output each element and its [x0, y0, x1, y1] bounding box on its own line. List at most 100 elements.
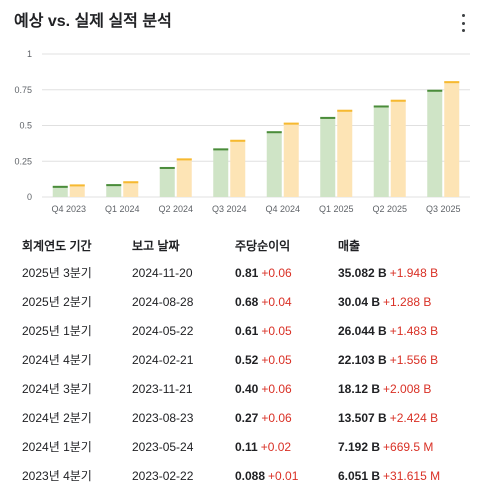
y-tick-label: 0.5	[19, 121, 32, 131]
table-row: 2024년 3분기 2023-11-21 0.40 +0.06 18.12 B +2.00…	[22, 374, 472, 403]
bar-estimate	[390, 99, 406, 197]
cell-period: 2024년 1분기	[22, 440, 92, 454]
cell-eps: 0.61 +0.05	[235, 324, 338, 338]
bar-actual	[266, 131, 282, 197]
card-header: 예상 vs. 실제 실적 분석	[14, 8, 477, 36]
y-tick-label: 0.75	[14, 85, 32, 95]
bar-actual	[320, 116, 336, 197]
cell-report-date: 2024-02-21	[132, 352, 194, 367]
table-row: 2025년 2분기 2024-08-28 0.68 +0.04 30.04 B +1.28…	[22, 287, 472, 316]
revenue-value: 6.051 B	[338, 468, 381, 483]
bar-actual-top	[320, 116, 336, 119]
x-tick-label: Q4 2024	[265, 204, 300, 214]
eps-value: 0.088	[235, 468, 266, 483]
table-row: 2024년 4분기 2024-02-21 0.52 +0.05 22.103 B +1.5…	[22, 345, 472, 374]
cell-revenue: 18.12 B +2.008 B	[338, 382, 472, 396]
x-tick-label: Q2 2024	[158, 204, 193, 214]
cell-period: 2025년 2분기	[22, 295, 92, 309]
cell-report-date: 2023-08-23	[132, 410, 194, 425]
eps-surprise: +0.06	[261, 410, 292, 425]
eps-surprise: +0.01	[268, 468, 299, 483]
eps-surprise: +0.02	[260, 439, 292, 454]
bar-estimate	[69, 184, 85, 197]
bar-estimate-top	[283, 122, 299, 125]
cell-revenue: 22.103 B +1.556 B	[338, 353, 472, 367]
x-tick-label: Q3 2025	[426, 204, 461, 214]
eps-value: 0.52	[235, 352, 259, 367]
header-period: 회계연도 기간	[22, 238, 92, 253]
y-tick-label: 1	[27, 49, 32, 59]
bar-estimate-top	[444, 81, 460, 84]
cell-period: 2023년 4분기	[22, 469, 92, 483]
revenue-value: 7.192 B	[338, 439, 381, 454]
x-tick-label: Q3 2024	[212, 204, 247, 214]
bar-actual	[159, 166, 175, 197]
bar-actual-top	[373, 105, 389, 108]
bar-actual-top	[266, 131, 282, 134]
bar-estimate-top	[390, 99, 406, 102]
cell-period: 2024년 3분기	[22, 382, 92, 396]
table-header-row: 회계연도 기간 보고 날짜 주당순이익 매출	[22, 232, 472, 258]
revenue-value: 35.082 B	[338, 265, 387, 280]
bar-actual	[213, 148, 229, 197]
cell-report-date: 2023-11-21	[132, 381, 193, 396]
bar-actual	[373, 105, 389, 197]
revenue-surprise: +2.424 B	[389, 410, 439, 425]
bar-estimate	[337, 109, 353, 197]
bar-estimate	[123, 181, 139, 197]
cell-revenue: 7.192 B +669.5 M	[338, 440, 472, 454]
cell-period: 2025년 1분기	[22, 324, 92, 338]
card-title: 예상 vs. 실제 실적 분석	[14, 13, 172, 30]
x-tick-label: Q2 2025	[372, 204, 407, 214]
eps-value: 0.68	[235, 294, 259, 309]
eps-surprise: +0.04	[261, 294, 292, 309]
earnings-table: 회계연도 기간 보고 날짜 주당순이익 매출 2025년 3분기 2024-11-…	[22, 232, 472, 490]
bar-actual-top	[213, 148, 229, 151]
cell-revenue: 6.051 B +31.615 M	[338, 469, 472, 483]
bar-actual	[106, 184, 122, 197]
cell-eps: 0.81 +0.06	[235, 266, 338, 280]
bar-estimate-top	[123, 181, 139, 184]
y-tick-label: 0.25	[14, 156, 32, 166]
bar-estimate	[444, 81, 460, 197]
bar-actual	[52, 185, 68, 197]
bar-actual-top	[106, 184, 122, 187]
eps-value: 0.27	[235, 410, 259, 425]
revenue-value: 22.103 B	[338, 352, 387, 367]
bar-estimate	[176, 158, 192, 197]
cell-period: 2024년 4분기	[22, 353, 92, 367]
revenue-value: 26.044 B	[338, 323, 387, 338]
eps-value: 0.11	[235, 439, 258, 454]
table-row: 2025년 3분기 2024-11-20 0.81 +0.06 35.082 B +1.9…	[22, 258, 472, 287]
bar-actual-top	[52, 185, 68, 188]
eps-surprise: +0.05	[261, 323, 292, 338]
revenue-value: 30.04 B	[338, 294, 381, 309]
revenue-surprise: +1.483 B	[389, 323, 439, 338]
revenue-value: 18.12 B	[338, 381, 381, 396]
x-tick-label: Q1 2024	[105, 204, 140, 214]
cell-eps: 0.088 +0.01	[235, 469, 338, 483]
bar-actual-top	[159, 166, 175, 169]
y-tick-label: 0	[27, 192, 32, 202]
bar-actual-top	[427, 89, 443, 92]
bar-estimate	[283, 122, 299, 197]
cell-period: 2025년 3분기	[22, 266, 92, 280]
eps-surprise: +0.06	[261, 381, 292, 396]
x-tick-label: Q1 2025	[319, 204, 354, 214]
eps-value: 0.81	[235, 265, 259, 280]
table-body: 2025년 3분기 2024-11-20 0.81 +0.06 35.082 B +1.9…	[22, 258, 472, 490]
more-vert-icon[interactable]	[455, 14, 471, 32]
cell-eps: 0.68 +0.04	[235, 295, 338, 309]
revenue-surprise: +1.556 B	[389, 352, 439, 367]
revenue-surprise: +31.615 M	[383, 468, 441, 483]
header-report-date: 보고 날짜	[132, 238, 180, 253]
earnings-card: 예상 vs. 실제 실적 분석 0 0.25 0.5 0.75 1 Q4 2023 Q1 2…	[14, 8, 477, 483]
cell-eps: 0.52 +0.05	[235, 353, 338, 367]
bar-actual	[427, 89, 443, 197]
cell-report-date: 2024-08-28	[132, 294, 194, 309]
x-tick-label: Q4 2023	[51, 204, 86, 214]
bar-estimate-top	[337, 109, 353, 112]
cell-revenue: 35.082 B +1.948 B	[338, 266, 472, 280]
cell-revenue: 13.507 B +2.424 B	[338, 411, 472, 425]
eps-surprise: +0.06	[261, 265, 292, 280]
